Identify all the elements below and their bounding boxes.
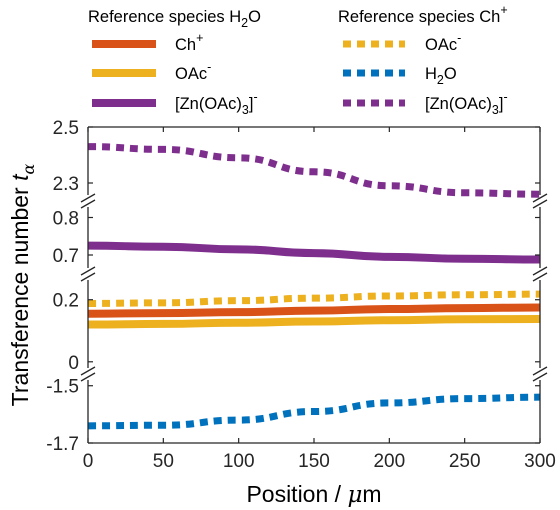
series-line-ch-ref-5: [87, 143, 541, 198]
y-tick-label: 0.2: [53, 291, 79, 312]
x-tick-label: 0: [83, 451, 94, 472]
y-tick-label: 2.5: [53, 118, 79, 139]
x-tick-label: 50: [153, 451, 174, 472]
axis-break-mark: [80, 366, 96, 376]
axis-break-mark: [532, 366, 548, 376]
plot-series: [87, 143, 541, 430]
y-tick-label: -1.7: [46, 434, 79, 455]
axis-break-mark: [80, 272, 96, 282]
axis-break-mark: [80, 266, 96, 276]
y-axis-label: Transference number tα: [7, 164, 38, 407]
legend-label-2: [Zn(OAc)3]-: [175, 90, 258, 117]
legend-label-5: [Zn(OAc)3]-: [425, 90, 508, 117]
y-tick-label: 0: [68, 353, 79, 374]
axis-break-mark: [532, 266, 548, 276]
x-tick-label: 250: [449, 451, 481, 472]
legend-label-3: OAc-: [425, 31, 461, 54]
axis-break-mark: [532, 199, 548, 209]
series-line-ch-ref-4: [87, 393, 541, 430]
y-tick-label: 0.7: [53, 246, 79, 267]
x-tick-label: 100: [223, 451, 255, 472]
legend-label-1: OAc-: [175, 60, 211, 83]
series-line-ch-ref-3: [87, 290, 541, 307]
x-axis-label: Position / μm: [246, 481, 381, 508]
legend: Reference species H2O Reference species C…: [88, 3, 508, 117]
y-tick-label: 0.8: [53, 209, 79, 230]
axis-break-mark: [80, 193, 96, 203]
x-tick-label: 200: [373, 451, 405, 472]
series-line-h2o-ref-0: [87, 303, 541, 318]
plot-axes: 0 50 100 150 200 250 300 2.5 2.3 0.8 0.7 0.2 0 -1.5 -1…: [7, 118, 556, 508]
x-tick-label: 300: [524, 451, 556, 472]
y-tick-label: -1.5: [46, 377, 79, 398]
axis-break-mark: [532, 272, 548, 282]
legend-label-0: Ch+: [175, 31, 203, 54]
axis-break-mark: [532, 372, 548, 382]
legend-title-0: Reference species H2O: [88, 8, 261, 30]
axis-break-mark: [80, 372, 96, 382]
axis-break-mark: [80, 199, 96, 209]
axis-break-mark: [532, 193, 548, 203]
y-tick-label: 2.3: [53, 174, 79, 195]
legend-label-4: H2O: [425, 65, 457, 87]
series-line-h2o-ref-1: [87, 314, 541, 329]
series-line-h2o-ref-2: [87, 241, 541, 264]
legend-title-1: Reference species Ch+: [338, 3, 508, 26]
x-tick-label: 150: [298, 451, 330, 472]
